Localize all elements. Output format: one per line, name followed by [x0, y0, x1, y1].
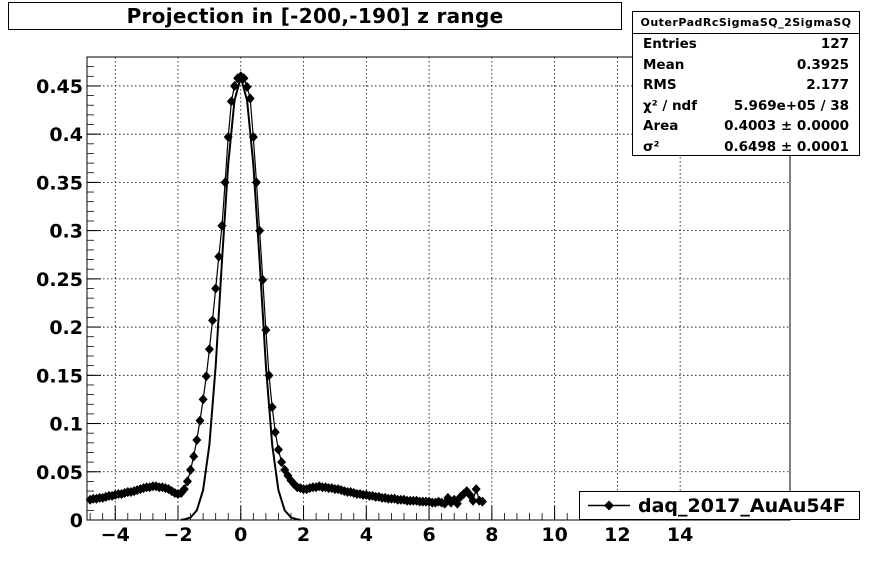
x-tick-label: 14	[667, 524, 693, 546]
stats-value: 5.969e+05 / 38	[733, 97, 849, 114]
legend-label: daq_2017_AuAu54F	[638, 494, 846, 517]
x-tick-label: 10	[541, 524, 567, 546]
data-point	[477, 496, 487, 507]
stats-row-mean: Mean 0.3925	[633, 55, 859, 76]
data-point	[220, 177, 230, 188]
y-tick-label: 0.05	[36, 462, 83, 484]
x-tick-label: 2	[297, 524, 310, 546]
stats-value: 0.3925	[796, 56, 849, 73]
stats-value: 127	[820, 36, 849, 52]
stats-value: 0.6498 ± 0.0001	[724, 138, 849, 155]
y-tick-label: 0.35	[36, 172, 83, 194]
y-axis: 0 0.05 0.1 0.15 0.2 0.25 0.3 0.35 0.4 0.45	[36, 56, 101, 532]
stats-row-rms: RMS 2.177	[633, 75, 859, 96]
data-point	[267, 402, 277, 413]
x-tick-label: 4	[360, 524, 373, 546]
data-point	[452, 498, 462, 509]
stats-label: χ² / ndf	[643, 97, 698, 114]
data-point	[251, 177, 261, 188]
data-point	[270, 427, 280, 438]
data-point	[198, 394, 208, 405]
y-tick-label: 0.25	[36, 269, 83, 291]
data-point	[208, 315, 218, 326]
data-point	[189, 451, 199, 462]
data-point	[179, 484, 189, 495]
stats-label: σ²	[643, 138, 660, 155]
x-axis: −4 −2 0 2 4 6 8 10 12 14	[89, 506, 781, 546]
stats-label: Mean	[643, 56, 685, 73]
data-point	[273, 444, 283, 455]
y-tick-label: 0.45	[36, 76, 83, 98]
y-tick-label: 0.2	[49, 317, 83, 339]
stats-row-sigma2: σ² 0.6498 ± 0.0001	[633, 137, 859, 158]
chart-title: Projection in [-200,-190] z range	[8, 2, 622, 30]
stats-value: 0.4003 ± 0.0000	[724, 118, 849, 134]
x-tick-label: 12	[604, 524, 630, 546]
x-tick-label: 6	[422, 524, 435, 546]
data-point	[264, 370, 274, 381]
legend: daq_2017_AuAu54F	[579, 491, 860, 520]
data-point	[204, 344, 214, 355]
data-series	[85, 71, 487, 509]
data-point	[248, 132, 258, 143]
y-tick-label: 0.3	[49, 221, 83, 243]
data-point	[471, 484, 481, 495]
data-point	[223, 132, 233, 143]
stats-row-area: Area 0.4003 ± 0.0000	[633, 116, 859, 137]
x-tick-label: −2	[163, 524, 192, 546]
y-tick-label: 0	[70, 510, 83, 532]
data-point	[182, 476, 192, 487]
stats-value: 2.177	[806, 77, 849, 93]
x-tick-label: 8	[485, 524, 498, 546]
stats-row-chi2: χ² / ndf 5.969e+05 / 38	[633, 96, 859, 117]
y-tick-label: 0.15	[36, 365, 83, 387]
data-point	[239, 73, 249, 84]
x-tick-label: 0	[234, 524, 247, 546]
stats-histogram-name: OuterPadRcSigmaSQ_2SigmaSQ	[633, 12, 859, 34]
data-point	[217, 220, 227, 231]
data-point	[214, 251, 224, 262]
data-point	[468, 495, 478, 506]
data-point	[201, 371, 211, 382]
y-tick-label: 0.4	[49, 124, 83, 146]
data-point	[277, 457, 287, 468]
y-tick-label: 0.1	[49, 414, 83, 436]
data-point	[186, 464, 196, 475]
data-point	[211, 283, 221, 294]
stats-box: OuterPadRcSigmaSQ_2SigmaSQ Entries 127 Me…	[632, 11, 860, 156]
stats-label: Entries	[643, 36, 697, 52]
stats-row-entries: Entries 127	[633, 34, 859, 55]
data-point	[195, 415, 205, 426]
data-point	[230, 80, 240, 91]
data-point	[226, 96, 236, 107]
data-point	[255, 225, 265, 236]
data-point	[258, 274, 268, 285]
data-point	[242, 81, 252, 92]
data-point	[192, 434, 202, 445]
data-point	[245, 93, 255, 104]
x-tick-label: −4	[101, 524, 130, 546]
data-point	[261, 324, 271, 335]
legend-marker-icon	[588, 500, 630, 511]
stats-label: RMS	[643, 77, 677, 93]
stats-label: Area	[643, 118, 679, 134]
